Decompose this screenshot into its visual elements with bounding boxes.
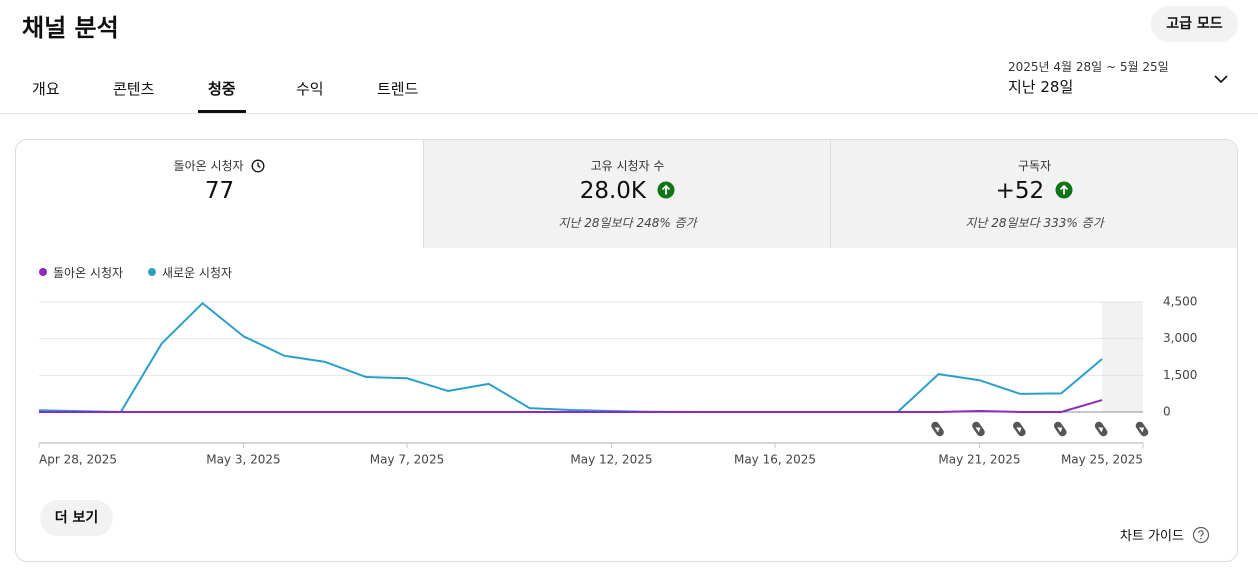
tab[interactable]: 콘텐츠 — [113, 80, 155, 98]
x-tick-label: May 7, 2025 — [370, 453, 444, 467]
page-title: 채널 분석 — [22, 14, 119, 42]
x-tick-label: May 12, 2025 — [570, 453, 652, 467]
shorts-icon — [1013, 421, 1026, 437]
date-range: 2025년 4월 28일 ~ 5월 25일 — [1008, 60, 1169, 74]
up-icon — [657, 181, 675, 199]
y-tick-label: 1,500 — [1163, 368, 1197, 382]
tab[interactable]: 트렌드 — [377, 80, 419, 98]
date-range-label[interactable]: 지난 28일 — [1008, 78, 1074, 96]
metric-label: 돌아온 시청자 — [16, 157, 423, 174]
shorts-icon — [931, 421, 944, 437]
metric-value: +52 — [831, 178, 1237, 204]
shorts-icon-play — [1098, 427, 1104, 433]
shorts-icon — [972, 421, 985, 437]
tab-underline — [198, 110, 246, 113]
series-line — [39, 399, 1103, 413]
help-icon — [1192, 526, 1210, 544]
metric-label-text: 돌아온 시청자 — [173, 159, 244, 173]
analytics-card: 돌아온 시청자 77 고유 시청자 수 28.0K 지난 28일보다 248% … — [15, 139, 1238, 562]
metric-label: 구독자 — [1017, 159, 1052, 173]
tab[interactable]: 수익 — [296, 80, 324, 98]
legend-label: 돌아온 시청자 — [53, 266, 124, 280]
dropdown-chevron[interactable] — [1212, 70, 1230, 88]
shorts-icon-play — [1139, 427, 1145, 433]
metric-label: 고유 시청자 수 — [590, 159, 665, 173]
y-tick-label: 0 — [1163, 405, 1171, 419]
shorts-icon — [1135, 421, 1149, 437]
metric-value: 77 — [204, 178, 235, 204]
x-tick-label: May 21, 2025 — [938, 453, 1020, 467]
shorts-icon-play — [975, 427, 981, 433]
x-tick-label: Apr 28, 2025 — [39, 453, 117, 467]
shorts-icon-play — [1057, 427, 1063, 433]
up-icon — [1055, 181, 1073, 199]
metric-change: 지난 28일보다 248% 증가 — [558, 216, 697, 230]
x-tick-label: May 25, 2025 — [1061, 453, 1143, 467]
metric-change: 지난 28일보다 333% 증가 — [965, 216, 1104, 230]
legend-item[interactable]: 돌아온 시청자 — [39, 264, 123, 281]
x-tick-label: May 3, 2025 — [206, 453, 280, 467]
tab[interactable]: 청중 — [208, 80, 236, 98]
metric-tile[interactable]: 고유 시청자 수 28.0K 지난 28일보다 248% 증가 — [423, 140, 831, 248]
series-line — [38, 302, 1103, 413]
more-button[interactable]: 더 보기 — [40, 500, 113, 536]
tab[interactable]: 개요 — [32, 80, 60, 98]
legend-item[interactable]: 새로운 시청자 — [148, 264, 232, 281]
divider — [0, 113, 1258, 114]
chart-guide-text: 차트 가이드 — [1120, 529, 1184, 544]
chart-guide[interactable]: 차트 가이드 — [1120, 525, 1210, 544]
partial-data-region — [1102, 302, 1143, 412]
y-tick-label: 3,000 — [1163, 331, 1197, 345]
advanced-mode-button[interactable]: 고급 모드 — [1151, 6, 1238, 42]
shorts-icon — [1094, 421, 1108, 437]
legend-label: 새로운 시청자 — [162, 266, 233, 280]
metric-value-text: 28.0K — [579, 178, 646, 204]
shorts-icon-play — [934, 427, 940, 433]
y-tick-label: 4,500 — [1163, 295, 1197, 309]
shorts-icon-play — [1016, 427, 1022, 433]
metric-tile[interactable]: 구독자 +52 지난 28일보다 333% 증가 — [830, 140, 1237, 248]
legend-swatch — [148, 268, 156, 276]
metric-tile[interactable]: 돌아온 시청자 77 — [16, 140, 423, 248]
metric-value-text: +52 — [995, 178, 1045, 204]
legend-swatch — [39, 268, 47, 276]
clock-icon — [251, 159, 265, 173]
metric-value: 28.0K — [424, 178, 831, 204]
x-tick-label: May 16, 2025 — [734, 453, 816, 467]
shorts-icon — [1053, 421, 1067, 437]
